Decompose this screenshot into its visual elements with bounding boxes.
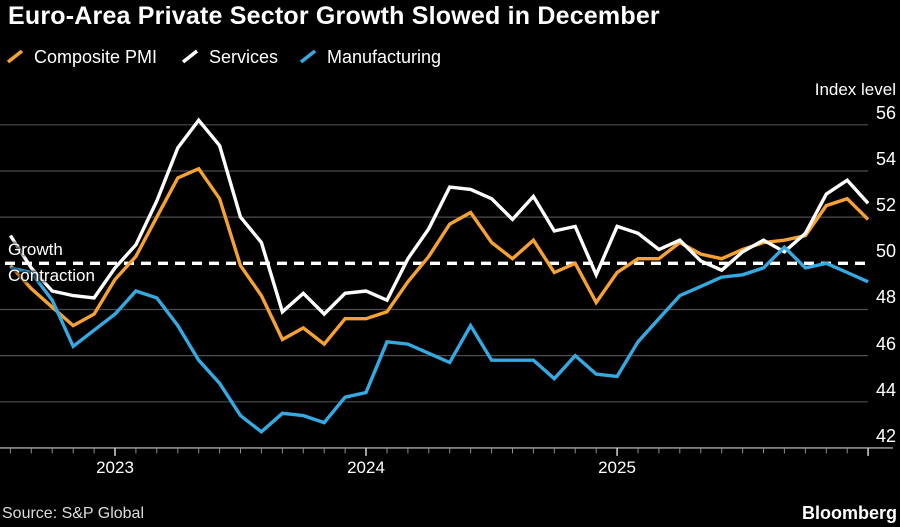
contraction-label: Contraction [8, 266, 95, 285]
y-tick-label: 48 [875, 287, 896, 307]
brand-logo: Bloomberg [801, 503, 897, 523]
legend-swatch-services-icon [181, 49, 199, 64]
legend-swatch-composite-icon [6, 49, 24, 64]
y-tick-label: 56 [875, 103, 896, 123]
y-tick-label: 44 [875, 380, 896, 400]
x-year-label: 2025 [598, 458, 636, 477]
growth-label: Growth [8, 240, 63, 259]
legend-label-manufacturing: Manufacturing [327, 46, 442, 67]
legend-label-composite: Composite PMI [34, 46, 158, 67]
legend: Composite PMI Services Manufacturing [0, 46, 900, 68]
series-composite-pmi [9, 166, 870, 347]
y-axis-title: Index level [814, 80, 896, 99]
legend-item-services: Services [180, 46, 278, 68]
y-tick-label: 46 [875, 334, 896, 354]
y-tick-label: 42 [875, 426, 896, 446]
y-tick-label: 50 [875, 241, 896, 261]
series-services [8, 117, 870, 317]
y-tick-label: 52 [875, 195, 896, 215]
y-tick-label: 54 [875, 149, 896, 169]
x-year-label: 2023 [96, 458, 134, 477]
legend-swatch-manufacturing-icon [299, 49, 317, 64]
legend-label-services: Services [209, 46, 279, 67]
legend-item-composite: Composite PMI [5, 46, 157, 68]
x-year-label: 2024 [347, 458, 385, 477]
source-label: Source: S&P Global [2, 505, 145, 522]
legend-item-manufacturing: Manufacturing [298, 46, 441, 68]
chart-title: Euro-Area Private Sector Growth Slowed i… [8, 2, 660, 30]
series-manufacturing [10, 244, 869, 435]
